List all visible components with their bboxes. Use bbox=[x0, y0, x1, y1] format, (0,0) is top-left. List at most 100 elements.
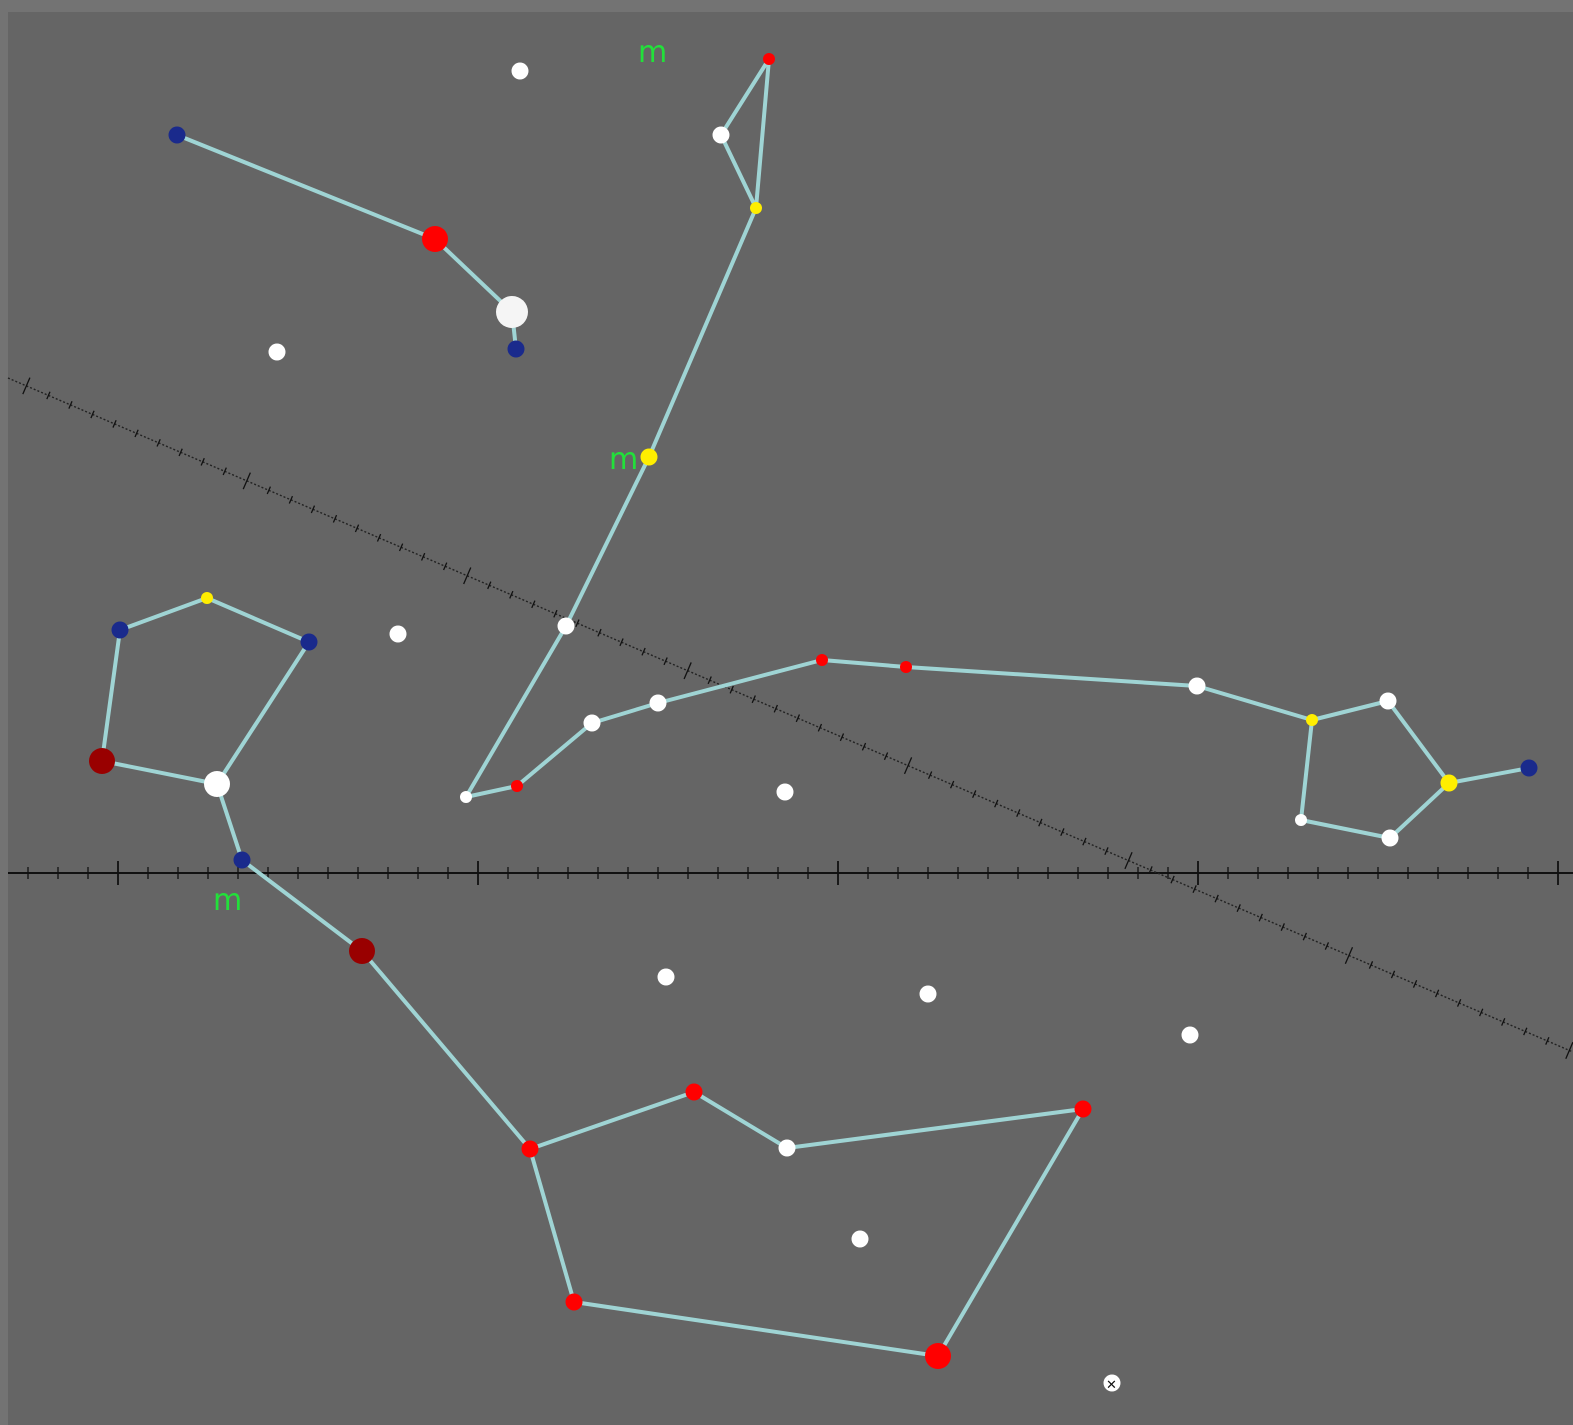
chart-background bbox=[8, 12, 1573, 1425]
ecliptic-tick bbox=[883, 752, 889, 761]
star-point bbox=[778, 1139, 796, 1157]
constellation-line bbox=[754, 57, 771, 210]
star-point bbox=[204, 771, 230, 797]
stars bbox=[89, 53, 1538, 1392]
ecliptic-tick bbox=[509, 590, 514, 599]
ecliptic-tick bbox=[1170, 875, 1175, 884]
star-point bbox=[649, 694, 667, 712]
star-point bbox=[1103, 1374, 1121, 1392]
star-point bbox=[422, 226, 448, 252]
ecliptic-tick bbox=[1214, 894, 1219, 903]
ecliptic-tick bbox=[773, 704, 778, 713]
constellation-line bbox=[464, 784, 519, 799]
ecliptic-tick bbox=[310, 505, 316, 514]
ecliptic-tick bbox=[443, 562, 448, 571]
constellation-line bbox=[100, 759, 219, 786]
ecliptic-tick bbox=[1479, 1008, 1484, 1017]
constellation-line bbox=[464, 624, 568, 799]
star-point bbox=[1379, 692, 1397, 710]
ecliptic-tick bbox=[266, 486, 272, 495]
star-point bbox=[300, 633, 318, 651]
constellation-line bbox=[904, 665, 1199, 688]
constellation-line bbox=[1195, 684, 1314, 722]
marker-label-lower: m bbox=[213, 883, 242, 918]
star-point bbox=[233, 851, 251, 869]
star-point bbox=[89, 748, 115, 774]
ecliptic-tick bbox=[398, 543, 404, 552]
constellation-line bbox=[564, 455, 651, 628]
ecliptic-tick bbox=[463, 567, 472, 585]
constellation-line bbox=[820, 658, 908, 669]
ecliptic-tick bbox=[222, 467, 227, 476]
constellation-line bbox=[528, 1090, 696, 1151]
constellation-line bbox=[118, 596, 209, 632]
star-point bbox=[460, 791, 472, 803]
constellation-line bbox=[515, 721, 594, 788]
star-point bbox=[349, 938, 375, 964]
constellation-line bbox=[100, 628, 122, 763]
ecliptic-tick bbox=[68, 400, 73, 409]
constellation-line bbox=[719, 133, 758, 210]
constellation-line bbox=[590, 701, 660, 725]
star-point bbox=[1074, 1100, 1092, 1118]
ecliptic-tick bbox=[1501, 1018, 1506, 1026]
constellation-line bbox=[572, 1300, 940, 1358]
axis-ticks bbox=[22, 377, 1573, 1059]
ecliptic-tick bbox=[1565, 1041, 1573, 1059]
constellation-line bbox=[656, 658, 824, 705]
star-point bbox=[919, 985, 937, 1003]
ecliptic-tick bbox=[1060, 828, 1065, 837]
star-point bbox=[763, 53, 775, 65]
ecliptic-tick bbox=[354, 524, 360, 533]
ecliptic-tick bbox=[1258, 913, 1263, 922]
ecliptic-tick bbox=[597, 628, 602, 637]
ecliptic-tick bbox=[112, 419, 117, 428]
marker-label-middle: m bbox=[609, 442, 638, 477]
constellation-line bbox=[1386, 699, 1451, 785]
star-point bbox=[1295, 814, 1307, 826]
constellation-line bbox=[1299, 718, 1314, 822]
ecliptic-tick bbox=[22, 377, 31, 395]
ecliptic-tick bbox=[46, 391, 51, 400]
star-point bbox=[1440, 774, 1458, 792]
constellation-line bbox=[175, 133, 437, 241]
constellation-lines bbox=[100, 57, 1531, 1358]
star-point bbox=[1381, 829, 1399, 847]
ecliptic-tick bbox=[376, 533, 382, 542]
ecliptic-tick bbox=[1412, 980, 1418, 988]
ecliptic-tick bbox=[531, 600, 536, 609]
star-point bbox=[1188, 677, 1206, 695]
star-point bbox=[583, 714, 601, 732]
ecliptic-tick bbox=[861, 742, 867, 751]
cross-mark: ✕ bbox=[1106, 1378, 1117, 1393]
star-point bbox=[1520, 759, 1538, 777]
ecliptic-tick bbox=[90, 410, 95, 419]
constellation-line bbox=[1388, 781, 1451, 840]
ecliptic-tick bbox=[487, 581, 492, 590]
ecliptic-tick bbox=[683, 662, 692, 680]
star-point bbox=[776, 783, 794, 801]
star-point bbox=[1181, 1026, 1199, 1044]
ecliptic-tick bbox=[1082, 837, 1087, 846]
constellation-line bbox=[692, 1090, 789, 1150]
constellation-line bbox=[1299, 818, 1392, 840]
ecliptic-tick bbox=[972, 790, 977, 799]
constellation-line bbox=[1310, 699, 1390, 722]
star-point bbox=[496, 296, 528, 328]
marker-label-top: m bbox=[638, 35, 667, 70]
ecliptic-tick bbox=[1523, 1027, 1528, 1036]
ecliptic-tick bbox=[134, 429, 139, 438]
constellation-line bbox=[785, 1107, 1085, 1150]
ecliptic-tick bbox=[839, 733, 845, 742]
ecliptic-tick bbox=[420, 552, 426, 561]
ecliptic-tick bbox=[927, 771, 933, 780]
star-point bbox=[712, 126, 730, 144]
constellation-line bbox=[240, 858, 364, 953]
star-point bbox=[507, 340, 525, 358]
ecliptic-tick bbox=[663, 657, 668, 666]
constellation-line bbox=[647, 206, 758, 459]
star-point bbox=[685, 1083, 703, 1101]
ecliptic-tick bbox=[619, 638, 624, 647]
constellation-line bbox=[215, 782, 244, 862]
